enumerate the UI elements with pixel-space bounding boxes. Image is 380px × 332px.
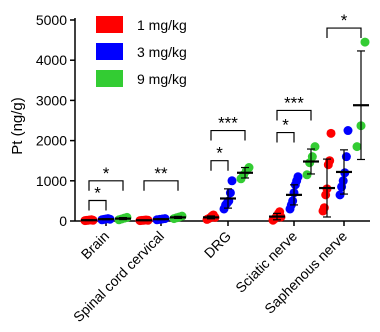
legend-swatch — [96, 70, 123, 87]
legend-label: 9 mg/kg — [137, 71, 187, 87]
category-label: DRG — [201, 228, 234, 261]
significance-label: * — [94, 183, 101, 202]
legend-swatch — [96, 16, 123, 33]
data-point — [360, 37, 370, 47]
significance-label: * — [282, 116, 289, 135]
data-point — [227, 176, 237, 186]
significance-bracket — [276, 109, 312, 121]
data-point — [352, 142, 362, 152]
y-tick-label: 3000 — [36, 92, 67, 108]
legend-label: 1 mg/kg — [137, 17, 187, 33]
significance-bracket — [143, 180, 179, 191]
data-point — [338, 176, 348, 186]
significance-label: * — [341, 11, 348, 30]
significance-bracket — [210, 160, 229, 171]
significance-label: ** — [154, 164, 168, 183]
significance-bracket — [276, 131, 295, 143]
y-axis-title: Pt (ng/g) — [9, 97, 26, 155]
data-point — [225, 188, 235, 198]
legend-label: 3 mg/kg — [137, 44, 187, 60]
data-point — [310, 142, 320, 152]
significance-bracket — [88, 180, 124, 191]
data-point — [326, 128, 336, 138]
y-tick-label: 2000 — [36, 133, 67, 149]
significance-label: * — [103, 164, 110, 183]
y-tick-label: 0 — [59, 213, 67, 229]
y-tick-label: 4000 — [36, 52, 67, 68]
significance-label: *** — [284, 93, 304, 112]
data-point — [288, 196, 298, 206]
data-point — [302, 170, 312, 180]
axes: 0 1000 2000 3000 4000 5000 — [36, 12, 370, 229]
legend: 1 mg/kg 3 mg/kg 9 mg/kg — [96, 16, 187, 87]
y-tick-label: 5000 — [36, 12, 67, 28]
significance-bracket — [326, 27, 362, 39]
significance-label: * — [216, 144, 223, 163]
data-point — [341, 152, 351, 162]
data-point — [343, 126, 353, 136]
data-point — [335, 190, 345, 200]
significance-brackets: ** ****** ***** — [88, 11, 362, 211]
significance-bracket — [210, 129, 246, 141]
data-point — [293, 172, 303, 182]
significance-bracket — [88, 199, 107, 211]
legend-swatch — [96, 43, 123, 60]
y-tick-label: 1000 — [36, 173, 67, 189]
category-label: Brain — [78, 228, 112, 262]
category-label: Spinal cord cervical — [70, 228, 167, 325]
data-point — [307, 152, 317, 162]
significance-label: *** — [218, 114, 238, 133]
data-marks — [80, 37, 370, 226]
